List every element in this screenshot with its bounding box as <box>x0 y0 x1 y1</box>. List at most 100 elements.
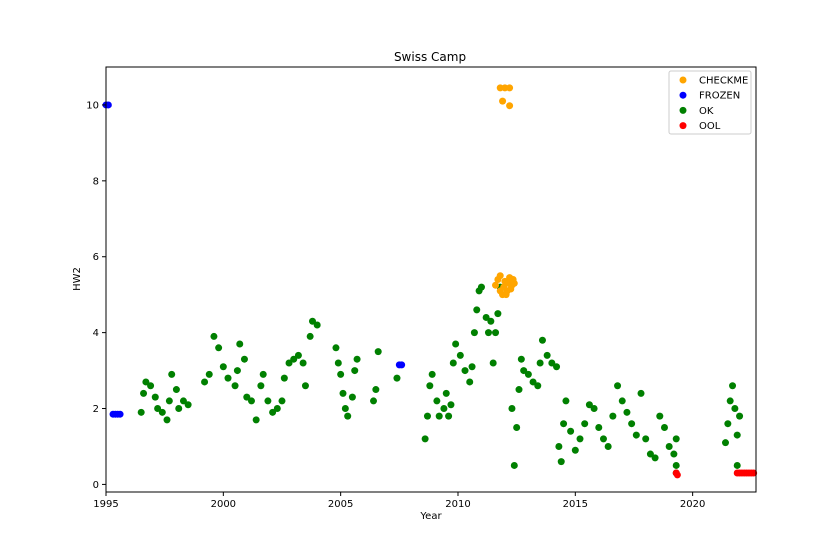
data-point-ok <box>236 340 244 348</box>
data-point-ok <box>294 351 302 359</box>
data-point-ok <box>642 435 650 443</box>
data-point-ok <box>428 370 436 378</box>
data-point-ok <box>595 423 603 431</box>
data-point-ok <box>581 420 589 428</box>
x-tick-label: 2005 <box>328 499 353 510</box>
x-tick-label: 2015 <box>563 499 588 510</box>
data-point-ok <box>447 401 455 409</box>
data-point-ok <box>731 405 739 413</box>
data-point-ok <box>529 378 537 386</box>
data-point-ok <box>656 412 664 420</box>
chart-title: Swiss Camp <box>394 50 466 64</box>
x-axis-label: Year <box>419 511 442 522</box>
data-point-ok <box>557 458 565 466</box>
data-point-ok <box>534 382 542 390</box>
x-tick-label: 2010 <box>445 499 470 510</box>
data-point-ok <box>468 363 476 371</box>
legend-label: OOL <box>699 121 721 132</box>
data-point-ok <box>632 431 640 439</box>
data-point-ok <box>433 397 441 405</box>
data-point-ok <box>172 386 180 394</box>
data-point-ok <box>393 374 401 382</box>
data-points <box>102 84 758 479</box>
data-point-ok <box>489 359 497 367</box>
data-point-ok <box>609 412 617 420</box>
data-point-ok <box>158 408 166 416</box>
data-point-ok <box>670 450 678 458</box>
legend-label: CHECKME <box>699 76 748 87</box>
data-point-ok <box>215 344 223 352</box>
data-point-ok <box>492 329 500 337</box>
data-point-frozen <box>104 101 112 109</box>
data-point-ok <box>154 405 162 413</box>
data-point-ok <box>628 420 636 428</box>
data-point-ok <box>372 386 380 394</box>
data-point-ok <box>555 442 563 450</box>
data-point-ok <box>147 382 155 390</box>
data-point-ok <box>142 378 150 386</box>
data-point-ok <box>313 321 321 329</box>
data-point-checkme <box>492 281 500 289</box>
data-point-ok <box>290 355 298 363</box>
data-point-ok <box>729 382 737 390</box>
legend-box <box>668 70 752 135</box>
data-point-ok <box>543 351 551 359</box>
data-point-ok <box>348 393 356 401</box>
data-point-ok <box>308 317 316 325</box>
legend-marker <box>679 76 687 84</box>
data-point-ok <box>508 405 516 413</box>
data-point-ok <box>137 408 145 416</box>
data-point-checkme <box>496 272 504 280</box>
data-point-ok <box>560 420 568 428</box>
data-point-frozen <box>116 410 124 418</box>
x-tick-label: 2000 <box>211 499 236 510</box>
legend-label: OK <box>699 106 714 117</box>
data-point-ok <box>278 397 286 405</box>
data-point-ok <box>466 378 474 386</box>
data-point-ok <box>494 310 502 318</box>
data-point-ok <box>513 423 521 431</box>
x-tick-label: 2020 <box>680 499 705 510</box>
data-point-ok <box>233 367 241 375</box>
data-point-ok <box>562 397 570 405</box>
data-point-ok <box>435 412 443 420</box>
data-point-ok <box>224 374 232 382</box>
data-point-ok <box>487 317 495 325</box>
data-point-ok <box>665 442 673 450</box>
data-point-ok <box>259 370 267 378</box>
data-point-ok <box>165 397 173 405</box>
x-tick-label: 1995 <box>93 499 118 510</box>
data-point-ok <box>351 367 359 375</box>
data-point-ool <box>750 469 758 477</box>
data-point-checkme <box>499 97 507 105</box>
y-tick-label: 0 <box>93 480 99 491</box>
data-point-ok <box>672 435 680 443</box>
data-point-ok <box>243 393 251 401</box>
data-point-ok <box>334 359 342 367</box>
data-point-checkme <box>506 84 514 92</box>
data-point-ok <box>538 336 546 344</box>
data-point-ok <box>332 344 340 352</box>
data-point-ok <box>473 306 481 314</box>
y-tick-label: 8 <box>93 176 99 187</box>
data-point-ok <box>449 359 457 367</box>
data-point-ok <box>280 374 288 382</box>
data-point-ok <box>484 329 492 337</box>
data-point-ok <box>231 382 239 390</box>
legend: CHECKME FROZEN OK OOL <box>668 70 752 135</box>
data-point-ok <box>618 397 626 405</box>
data-point-ok <box>306 332 314 340</box>
data-point-ok <box>344 412 352 420</box>
legend-label: FROZEN <box>699 91 740 102</box>
y-tick-label: 10 <box>86 100 99 111</box>
data-point-ok <box>219 363 227 371</box>
y-tick-label: 4 <box>93 328 99 339</box>
data-point-ok <box>576 435 584 443</box>
data-point-ok <box>273 405 281 413</box>
data-point-ok <box>184 401 192 409</box>
y-axis: 0 2 4 6 8 10 <box>86 100 106 491</box>
data-point-ok <box>736 412 744 420</box>
data-point-ok <box>482 313 490 321</box>
data-point-ok <box>440 405 448 413</box>
data-point-ok <box>339 389 347 397</box>
